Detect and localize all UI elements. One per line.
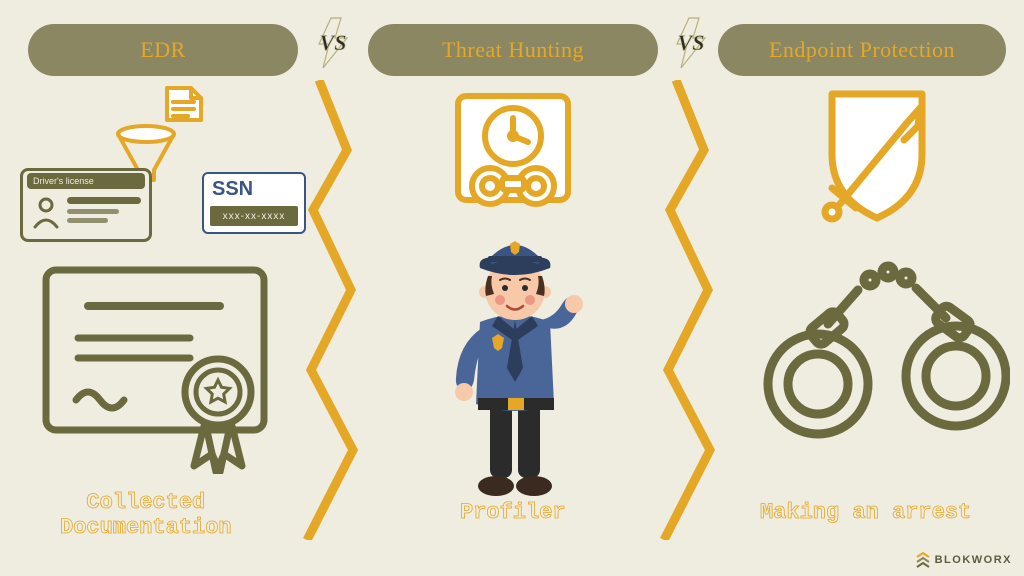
caption-threat-hunting: Profiler — [460, 500, 566, 525]
vs-badge: VS — [312, 22, 354, 64]
shield-sword-icon — [802, 80, 952, 230]
handcuffs-icon — [760, 260, 1010, 480]
surveillance-icon — [448, 88, 578, 218]
vs-label: VS — [678, 30, 705, 56]
vs-label: VS — [320, 30, 347, 56]
certificate-icon — [40, 264, 280, 474]
vs-badge: VS — [670, 22, 712, 64]
person-icon — [31, 195, 61, 229]
pill-edr: EDR — [28, 24, 298, 76]
logo-chevron-icon — [915, 552, 931, 568]
license-header: Driver's license — [27, 173, 145, 189]
ssn-card: SSN xxx-xx-xxxx — [202, 172, 306, 234]
pill-label: EDR — [140, 37, 186, 63]
lightning-divider-icon — [656, 80, 724, 540]
pill-label: Endpoint Protection — [769, 37, 955, 63]
blokworx-logo: BLOKWORX — [915, 552, 1012, 568]
pill-endpoint-protection: Endpoint Protection — [718, 24, 1006, 76]
police-officer-illustration — [418, 216, 608, 506]
ssn-label: SSN — [204, 174, 304, 201]
pill-threat-hunting: Threat Hunting — [368, 24, 658, 76]
lightning-divider-icon — [299, 80, 367, 540]
pill-label: Threat Hunting — [442, 37, 584, 63]
ssn-mask: xxx-xx-xxxx — [210, 206, 298, 226]
drivers-license-card: Driver's license — [20, 168, 152, 242]
caption-edr: CollectedDocumentation — [60, 490, 232, 541]
caption-endpoint-protection: Making an arrest — [760, 500, 971, 525]
logo-text: BLOKWORX — [935, 554, 1012, 566]
